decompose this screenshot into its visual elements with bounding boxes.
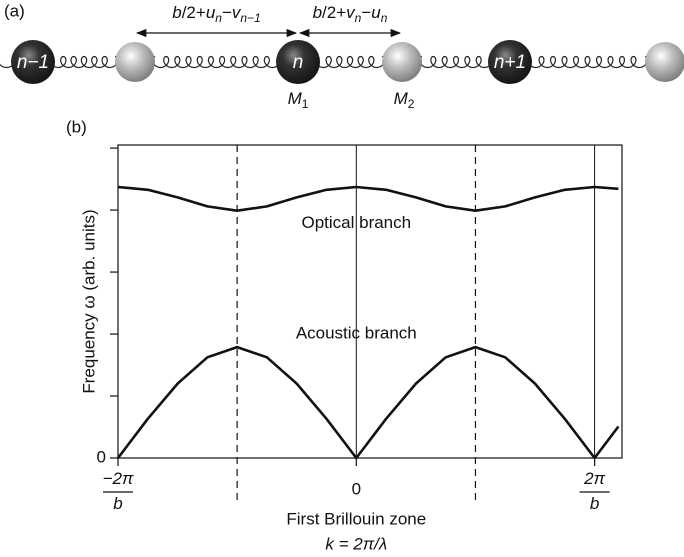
spring [527,55,648,69]
label-part: n [381,11,388,25]
label-part: v [232,3,242,22]
site-label: n [293,52,304,73]
label-part: b [172,3,181,22]
label-part: u [371,3,381,22]
fraction-denominator: b [113,494,122,513]
x-tick-label: 0 [352,479,361,498]
label-part: b [313,3,322,22]
label-part: v [346,3,356,22]
label: M1 [288,89,309,111]
label: b/2+vn−un [313,3,388,25]
label-part: n [215,11,222,25]
spring [419,55,493,69]
y-axis-label: Frequency ω (arb. units) [79,209,98,393]
fraction-denominator: b [590,494,599,513]
plot: 0 −2π b 0 2π b Optical branch Acoustic branch Fr… [79,144,623,553]
label-part: 2 [408,97,415,111]
label-part: /2+ [322,3,346,22]
light-atom [382,42,422,82]
label-part: − [361,3,371,22]
site-label: n−1 [17,52,49,73]
fraction-numerator: 2π [583,469,605,488]
label: b/2+un−vn−1 [172,3,261,25]
branch-label: Acoustic branch [296,324,417,343]
panel-label: (b) [66,117,87,136]
label-part: n [355,11,362,25]
label: M2 [394,89,415,111]
label-part: − [222,3,232,22]
spring [49,55,119,69]
branch-line [116,345,620,460]
x-tick-label: −2π b [103,469,134,513]
label-part: M [288,89,303,108]
x-axis-sublabel: k = 2π/λ [325,534,387,553]
branch-line [117,185,619,212]
dark-atom [276,40,320,84]
site-label: n+1 [494,52,526,73]
y-tick-label: 0 [97,447,106,466]
spring [314,55,386,69]
branch-label: Optical branch [301,213,411,232]
dark-atom [11,40,55,84]
label-part: n−1 [240,11,260,25]
label-part: 1 [302,97,309,111]
dark-atom [488,40,532,84]
label-part: /2+ [182,3,206,22]
fraction-numerator: −2π [103,469,134,488]
spring [151,55,282,69]
light-atom [115,42,155,82]
label-part: M [394,89,409,108]
light-atom [645,42,684,82]
label-part: u [206,3,216,22]
panel-label: (a) [4,1,25,20]
plot-frame [117,144,623,459]
x-axis-label: First Brillouin zone [286,509,426,528]
x-tick-label: 2π b [583,469,605,513]
